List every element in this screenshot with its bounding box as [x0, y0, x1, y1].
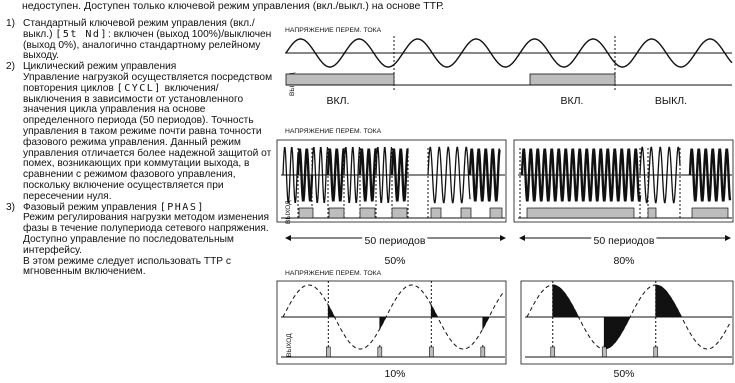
- fig3-right-pulse-0: [550, 346, 556, 358]
- fig3-left-fired-segment-0: [327, 303, 336, 318]
- mode-3-code: [PHAS]: [159, 201, 205, 213]
- fig2-ac-label: НАПРЯЖЕНИЕ ПЕРЕМ. ТОКА: [285, 128, 382, 135]
- page-header-text: недоступен. Доступен только ключевой реж…: [22, 0, 445, 12]
- fig2-panel-80: [513, 139, 734, 223]
- fig3-left-fired-segment-2: [430, 303, 439, 318]
- fig2-on-bar-left-3: [391, 207, 408, 219]
- fig2-panel-50: [276, 139, 507, 223]
- fig2-burst-left-5: [358, 148, 377, 202]
- fig2-on-bar-left-4: [430, 207, 442, 219]
- figure-phase-mode: НАПРЯЖЕНИЕ ПЕРЕМ. ТОКА ВЫХОД 10% 50%: [276, 270, 734, 380]
- fig1-on-bar-1: [285, 73, 395, 86]
- fig2-burst-right-2: [639, 146, 681, 204]
- mode-1: 1) Стандартный ключевой режим управления…: [6, 18, 272, 62]
- fig2-burst-right-1: [520, 148, 642, 202]
- fig2-burst-right-3: [688, 148, 732, 202]
- fig3-left-pulse-1: [377, 346, 383, 358]
- fig2-output-label: ВЫХОД: [285, 200, 292, 224]
- fig3-left-fired-segment-1: [379, 316, 387, 331]
- fig2-on-bar-right-1: [647, 207, 657, 219]
- fig3-right-pulse-1: [601, 346, 607, 358]
- figure-cycle-mode: НАПРЯЖЕНИЕ ПЕРЕМ. ТОКА ВЫХОД 50 периодов…: [276, 128, 734, 267]
- fig3-ac-label: НАПРЯЖЕНИЕ ПЕРЕМ. ТОКА: [285, 270, 382, 277]
- fig2-on-bar-right-0: [526, 207, 635, 219]
- fig3-phase-waves: [282, 281, 731, 358]
- fig3-right-pulse-2: [653, 346, 659, 358]
- fig2-on-bar-left-0: [298, 207, 314, 219]
- mode-3: 3) Фазовый режим управления [PHAS] Режим…: [6, 201, 269, 278]
- fig1-ac-wave: [285, 38, 733, 68]
- fig2-on-bar-left-2: [359, 207, 376, 219]
- mode-3-note: В этом режиме следует использовать ТТР с…: [23, 255, 232, 278]
- fig2-periods-right: 50 периодов: [594, 235, 655, 247]
- mode-2-before: Управление нагрузкой осуществляется поср…: [23, 71, 273, 94]
- fig1-ac-label: НАПРЯЖЕНИЕ ПЕРЕМ. ТОКА: [285, 27, 382, 34]
- mode-1-after: : включен (выход 100%)/выключен (выход 0…: [23, 28, 272, 62]
- fig3-pct-10: 10%: [384, 368, 405, 380]
- fig2-on-bar-left-1: [328, 207, 345, 219]
- fig3-left-fired-segment-3: [482, 316, 490, 331]
- fig1-on-bar-2: [529, 73, 616, 86]
- mode-2-code: [CYCL]: [116, 82, 162, 94]
- mode-1-code: [5t Nd]: [55, 28, 108, 40]
- fig2-wave-bursts: [282, 146, 732, 218]
- fig2-burst-left-tail-2: [468, 148, 501, 202]
- fig3-left-pulse-2: [429, 346, 434, 358]
- fig2-burst-left-3: [326, 148, 345, 202]
- fig2-burst-left-4: [343, 147, 361, 203]
- fig2-burst-left-2: [311, 147, 329, 203]
- fig2-on-bar-right-2: [691, 207, 729, 219]
- mode-2-after: включения/выключения в зависимости от ус…: [23, 82, 272, 202]
- mode-3-title: Фазовый режим управления: [23, 201, 157, 213]
- fig2-on-bar-left-5: [460, 207, 472, 219]
- fig2-burst-left-1: [296, 148, 314, 202]
- fig2-pct-80: 80%: [613, 255, 634, 267]
- mode-2: 2) Циклический режим управления Управлен…: [6, 61, 273, 202]
- fig1-on-label-2: ВКЛ.: [561, 95, 584, 107]
- fig3-left-dashed-wave: [282, 284, 504, 350]
- fig3-output-label: ВЫХОД: [286, 333, 293, 357]
- fig3-left-pulse-3: [480, 346, 486, 358]
- fig2-output-bars: [298, 207, 729, 219]
- mode-3-after: Режим регулирования нагрузки методом изм…: [23, 212, 269, 256]
- figure-standard-mode: НАПРЯЖЕНИЕ ПЕРЕМ. ТОКА ВЫХОД ВКЛ. ВКЛ. В…: [285, 27, 733, 107]
- fig1-on-label-1: ВКЛ.: [327, 95, 350, 107]
- fig2-burst-left-6: [375, 147, 393, 203]
- fig2-pct-50: 50%: [384, 255, 405, 267]
- fig2-burst-left-0: [282, 147, 299, 203]
- mode-1-before: Стандартный ключевой режим управления (в…: [23, 18, 255, 40]
- fig3-right-fired-segment-2: [655, 284, 683, 318]
- fig3-panel-10: [276, 280, 507, 365]
- fig2-burst-left-tail-1: [427, 146, 471, 204]
- fig3-right-fired-segment-0: [552, 284, 580, 318]
- mode-2-title: Циклический режим управления: [23, 61, 177, 73]
- modes-description: 1) Стандартный ключевой режим управления…: [6, 18, 276, 278]
- fig3-right-fired-segment-1: [603, 316, 631, 350]
- fig3-left-pulse-0: [326, 346, 331, 358]
- fig3-panel-50: [520, 280, 734, 365]
- fig2-burst-left-7: [390, 148, 409, 202]
- fig3-pct-50: 50%: [613, 368, 634, 380]
- fig1-off-label: ВЫКЛ.: [655, 95, 687, 107]
- fig2-on-bar-left-6: [489, 207, 503, 219]
- fig2-periods-left: 50 периодов: [365, 235, 426, 247]
